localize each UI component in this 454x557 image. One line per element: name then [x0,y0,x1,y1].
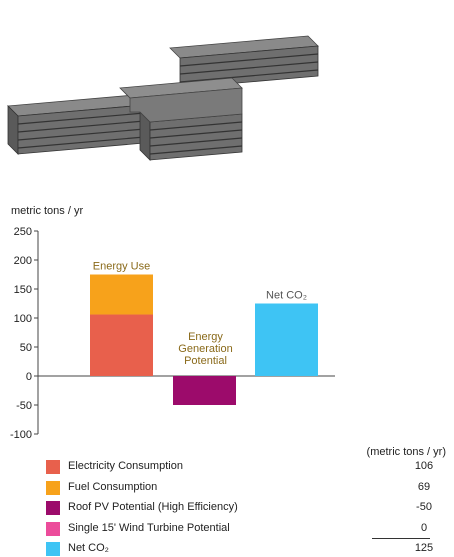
legend-item: Net CO₂ 125 [46,541,446,557]
legend-value: 125 [414,542,434,554]
legend-label: Fuel Consumption [68,480,158,493]
legend-swatch [46,480,60,495]
center-block-upper [129,87,243,123]
annotation-energy-use: Energy Use [93,261,150,273]
annotation-energy-generation-potential: Potential [184,355,227,367]
y-axis-unit-label: metric tons / yr [11,205,84,217]
legend-label: Single 15' Wind Turbine Potential [68,521,230,534]
legend-units-header: (metric tons / yr) [366,446,446,458]
legend-label: Net CO₂ [68,542,109,554]
annotation-energy-generation-potential: Energy [188,331,223,343]
bar-segment-fuel-consumption [90,274,153,315]
bar-segment-electricity-consumption [90,314,153,376]
legend-value: 0 [420,521,428,534]
y-tick-label: 200 [14,255,32,267]
legend-label: Electricity Consumption [68,460,183,472]
legend-label: Roof PV Potential (High Efficiency) [68,501,238,513]
total-separator-line [372,538,430,539]
building-massing-model [7,35,319,161]
legend-item: Electricity Consumption 106 [46,459,446,475]
legend-value: 69 [417,480,431,493]
bar-segment-net-co [255,303,318,376]
legend-item: Fuel Consumption 69 [46,480,446,496]
y-tick-label: 0 [26,371,32,383]
legend-item: Single 15' Wind Turbine Potential 0 [46,521,446,537]
y-tick-label: -50 [16,400,32,412]
y-tick-label: 100 [14,313,32,325]
legend-value: 106 [414,460,434,472]
annotation-net-co2: Net CO₂ [266,290,307,302]
y-tick-label: 50 [20,342,32,354]
legend-swatch [46,501,60,515]
legend-swatch [46,521,60,536]
co2-bar-chart: 250 200 150 100 50 0 -50 -100 Energy Use EnergyG… [10,226,335,441]
y-tick-label: 150 [14,284,32,296]
y-tick-label: 250 [14,226,32,238]
annotation-energy-generation-potential: Generation [178,343,232,355]
legend-swatch [46,460,60,474]
bar-segment-roof-pv-potential-high-efficiency [173,376,236,405]
legend-swatch [46,542,60,556]
legend-value: -50 [416,501,432,513]
legend-item: Roof PV Potential (High Efficiency) -50 [46,500,446,516]
y-tick-label: -100 [10,429,32,441]
